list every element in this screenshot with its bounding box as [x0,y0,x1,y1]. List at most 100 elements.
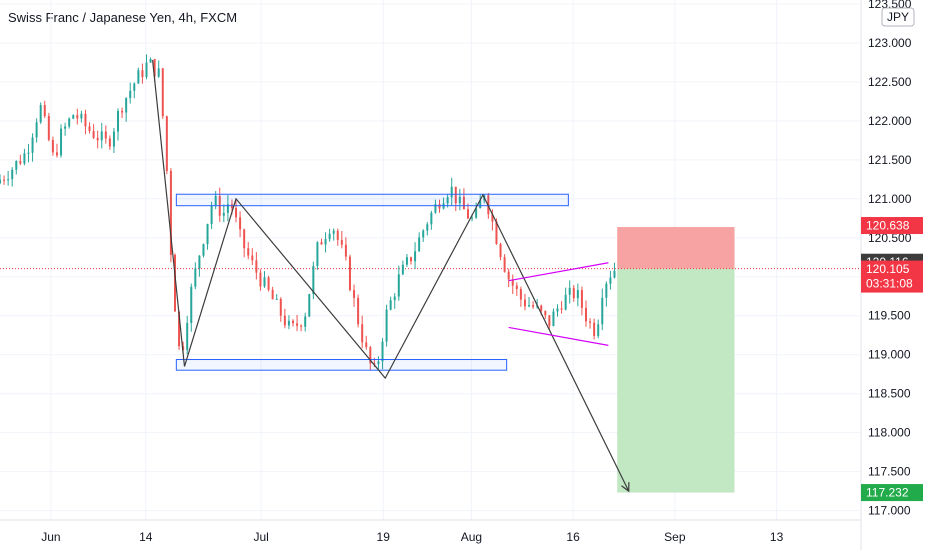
candle-body [169,170,172,255]
candle-body [446,197,449,204]
candle-body [206,223,209,245]
candle-body [255,260,258,273]
price-axis: 123.500 123.000 122.500 122.000 121.500 121.0… [860,0,912,550]
candle-body [7,179,10,181]
candle-body [0,179,1,184]
candle-body [133,83,136,91]
candle-body [137,70,140,84]
candle-body [141,70,144,78]
price-label-box [861,260,923,293]
candle-body [540,305,543,312]
x-tick-label: Jul [253,530,268,544]
candle-body [198,255,201,269]
candle-body [613,270,616,278]
candle-body [479,200,482,209]
candle-body [239,217,242,230]
candle-body [190,286,193,323]
candle-body [377,361,380,364]
stop-loss-zone [617,227,735,269]
candle-body [491,214,494,222]
candle-body [84,113,87,127]
candle-body [145,62,148,78]
candle-body [389,300,392,310]
candle-body [393,296,396,301]
candle-body [605,283,608,298]
candle-body [23,153,26,164]
candle-body [332,230,335,234]
candle-body [410,257,413,262]
candle-body [68,118,71,127]
candle-body [210,205,213,224]
candle-body [471,217,474,219]
candle-body [532,305,535,307]
chart-title: Swiss Franc / Japanese Yen, 4h, FXCM [8,10,238,25]
candle-body [475,208,478,218]
candle-body [19,161,22,164]
candle-body [186,322,189,351]
time-axis: Jun 14 Jul 19 Aug 16 Sep 13 [0,519,861,544]
y-tick-label: 118.500 [868,387,911,401]
candle-body [584,307,587,322]
candle-body [259,272,262,287]
candle-body [507,271,510,280]
currency-button-label[interactable]: JPY [887,10,909,24]
candle-body [373,363,376,365]
y-tick-label: 122.500 [868,75,912,89]
candle-body [64,126,67,129]
candle-body [11,169,14,180]
candle-body [434,204,437,213]
candle-body [3,179,6,181]
candle-body [430,212,433,225]
candle-body [365,342,368,348]
candle-body [287,320,290,326]
candle-body [593,322,596,337]
candle-body [589,321,592,323]
candle-body [450,186,453,198]
wedge-lower-line [508,326,609,346]
candle-body [125,98,128,113]
candle-body [556,308,559,312]
candle-body [462,196,465,210]
currency-button[interactable]: JPY [881,7,915,27]
candle-body [361,324,364,343]
candle-body [348,256,351,291]
candle-body [357,297,360,325]
candle-body [88,126,91,132]
x-tick-label: Jun [41,530,60,544]
candle-body [328,233,331,240]
price-label-countdown: 03:31:08 [866,277,913,291]
candle-body [31,137,34,153]
candle-body [15,161,18,170]
candle-body [523,299,526,307]
candle-body [381,341,384,362]
candle-body [548,315,551,327]
x-tick-label: 16 [566,530,580,544]
candle-body [320,242,323,245]
candle-body [572,287,575,299]
candle-body [414,251,417,262]
candle-body [580,290,583,308]
candle-body [454,186,457,204]
pattern-line [152,59,630,492]
candle-body [336,230,339,240]
candle-body [576,290,579,299]
candle-body [304,316,307,327]
candle-body [283,315,286,326]
candle-body [385,309,388,342]
candle-body [458,196,461,204]
candle-body [324,239,327,245]
candle-body [397,274,400,297]
candle-body [560,308,563,310]
drawings [152,59,630,493]
candle-body [296,323,299,326]
candle-body [121,110,124,113]
price-label-value: 120.105 [866,262,910,276]
candle-body [422,230,425,238]
y-tick-label: 119.500 [868,309,911,323]
candle-body [55,152,58,156]
candle-body [300,325,303,327]
candles [0,54,616,371]
candle-body [247,248,250,256]
candle-body [438,204,441,209]
